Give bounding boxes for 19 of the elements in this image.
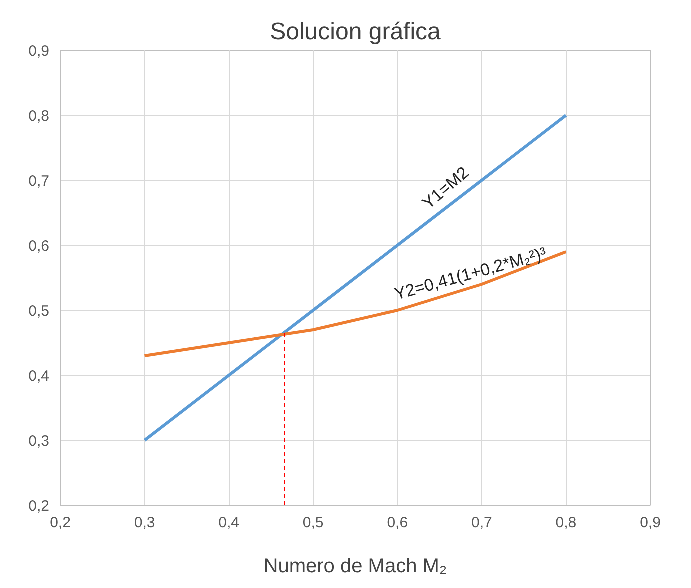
x-tick-label: 0,3: [134, 514, 156, 532]
chart-title: Solucion gráfica: [270, 18, 442, 46]
x-tick-label: 0,6: [387, 514, 408, 532]
line-series: [143, 114, 568, 442]
y-tick-label: 0,4: [28, 368, 50, 385]
x-tick-label: 0,7: [472, 514, 492, 532]
x-axis-title: Numero de Mach M₂: [264, 556, 448, 578]
y-tick-label: 0,2: [28, 498, 50, 515]
y-tick-label: 0,9: [28, 43, 50, 60]
y-tick-label: 0,6: [28, 238, 50, 255]
x-tick-label: 0,5: [302, 514, 324, 532]
y-tick-label: 0,3: [28, 433, 50, 450]
y-tick-label: 0,5: [28, 303, 50, 320]
x-tick-label: 0,8: [556, 514, 577, 532]
x-tick-label: 0,4: [218, 514, 240, 532]
y-tick-label: 0,8: [28, 108, 50, 125]
x-tick-label: 0,2: [50, 514, 71, 532]
x-tick-label: 0,9: [640, 514, 661, 532]
y-tick-label: 0,7: [28, 173, 50, 190]
